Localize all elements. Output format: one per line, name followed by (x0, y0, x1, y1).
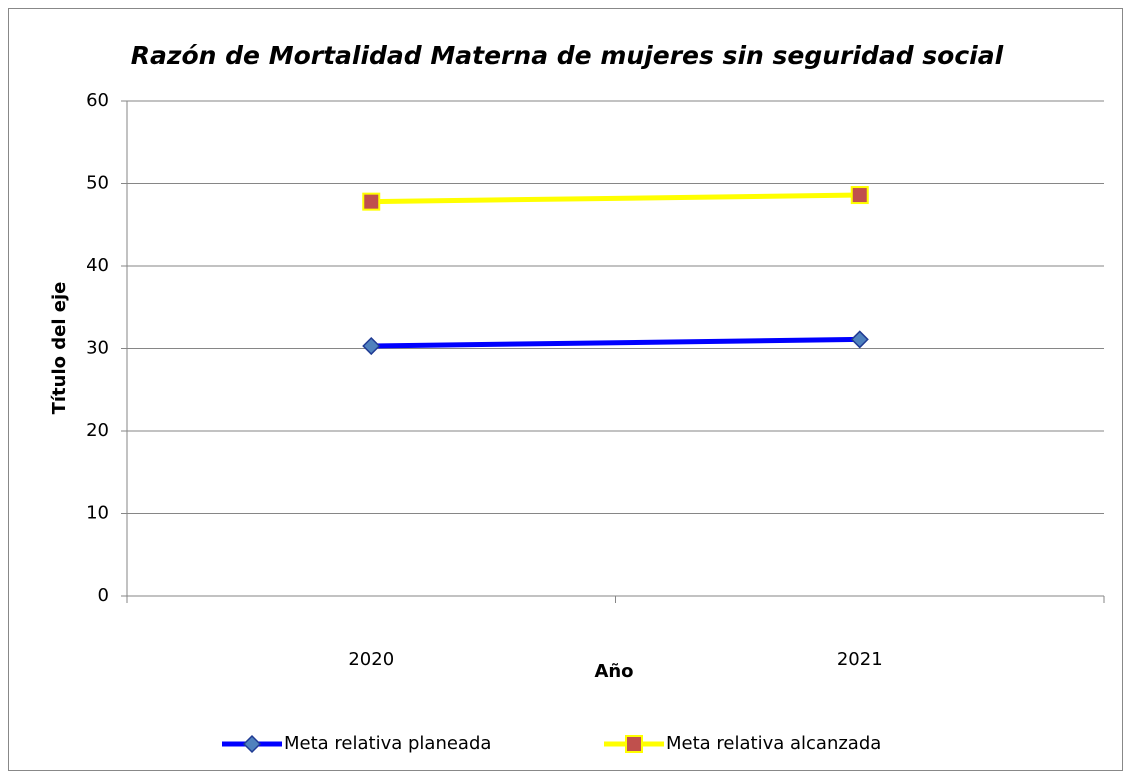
y-tick-label: 10 (86, 503, 109, 524)
marker (850, 186, 869, 205)
chart-border (8, 8, 1123, 771)
y-tick-label: 0 (98, 585, 109, 606)
y-tick-label: 60 (86, 90, 109, 111)
marker (625, 735, 643, 753)
x-axis-title: Año (594, 661, 633, 682)
y-axis-title: Título del eje (49, 282, 70, 415)
legend-label: Meta relativa planeada (284, 733, 491, 754)
x-tick-label: 2020 (348, 649, 394, 670)
y-tick-label: 30 (86, 338, 109, 359)
y-tick-label: 50 (86, 173, 109, 194)
marker (362, 192, 381, 211)
y-tick-label: 40 (86, 255, 109, 276)
y-tick-label: 20 (86, 420, 109, 441)
series-line (371, 336, 860, 349)
legend-label: Meta relativa alcanzada (666, 733, 881, 754)
marker (242, 734, 262, 754)
marker (850, 330, 869, 349)
marker (362, 336, 381, 356)
series-line (371, 192, 860, 205)
chart-title: Razón de Mortalidad Materna de mujeres s… (131, 41, 1004, 70)
x-tick-label: 2021 (837, 649, 883, 670)
